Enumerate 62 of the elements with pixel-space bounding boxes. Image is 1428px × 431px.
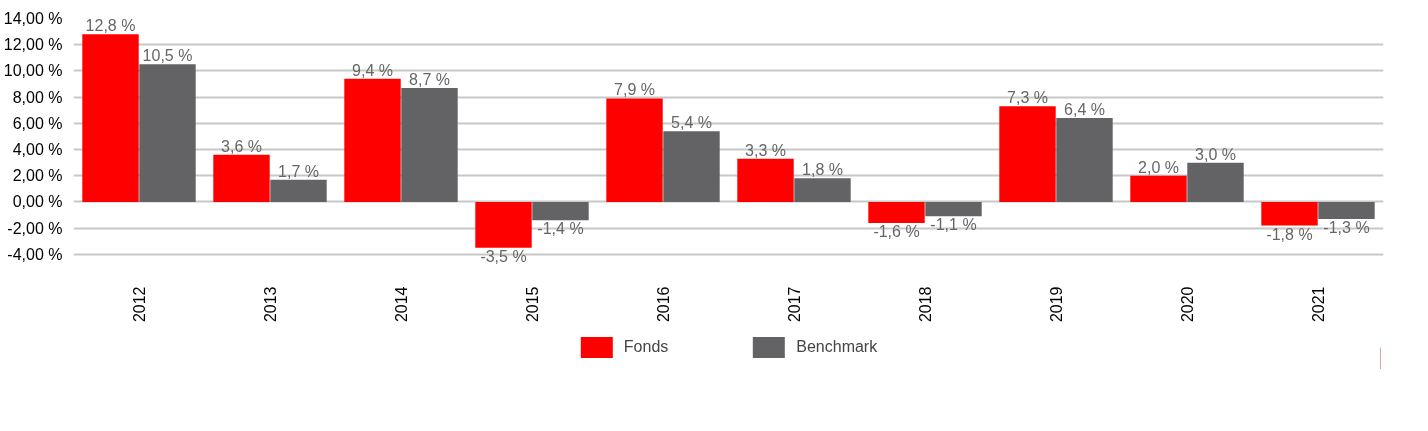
data-label: -1,6 % xyxy=(873,222,920,240)
data-label: 12,8 % xyxy=(85,17,136,35)
x-tick-label: 2020 xyxy=(1179,286,1196,323)
bar xyxy=(1056,118,1113,202)
data-label: 3,0 % xyxy=(1195,145,1236,163)
y-tick-label: 4,00 % xyxy=(12,141,63,159)
data-label: 3,3 % xyxy=(745,141,786,159)
data-label: 9,4 % xyxy=(352,61,393,79)
y-tick-label: 12,00 % xyxy=(3,36,63,54)
data-label: 7,9 % xyxy=(614,81,655,99)
x-tick-label: 2019 xyxy=(1048,286,1065,323)
y-tick-label: 6,00 % xyxy=(12,114,63,132)
x-tick-label: 2017 xyxy=(786,286,803,323)
data-label: 6,4 % xyxy=(1064,101,1105,119)
y-tick-label: 14,00 % xyxy=(3,10,63,27)
data-label: -3,5 % xyxy=(480,247,527,265)
bar xyxy=(82,34,139,202)
bar xyxy=(139,64,196,202)
bar xyxy=(1318,201,1375,219)
bar xyxy=(475,201,532,248)
bar xyxy=(606,98,663,202)
data-label: -1,1 % xyxy=(930,216,977,234)
y-tick-label: 8,00 % xyxy=(12,88,63,106)
bar xyxy=(1261,201,1318,226)
legend-label: Benchmark xyxy=(796,338,878,356)
x-tick-label: 2013 xyxy=(262,286,279,323)
bar xyxy=(663,131,720,202)
bar xyxy=(868,201,925,223)
y-tick-label: -4,00 % xyxy=(7,245,63,263)
bar xyxy=(737,158,794,202)
x-tick-label: 2016 xyxy=(655,286,672,323)
bar xyxy=(270,179,327,202)
y-tick-label: 0,00 % xyxy=(12,193,63,211)
bar xyxy=(532,201,589,221)
bar xyxy=(1130,175,1187,202)
data-label: -1,3 % xyxy=(1323,218,1370,236)
data-label: 2,0 % xyxy=(1138,158,1179,176)
bar xyxy=(1187,162,1244,202)
bar xyxy=(344,78,401,202)
data-label: 5,4 % xyxy=(671,114,712,132)
x-tick-label: 2021 xyxy=(1310,286,1327,323)
data-label: 8,7 % xyxy=(409,70,450,88)
y-tick-label: 2,00 % xyxy=(12,167,63,185)
data-label: 1,7 % xyxy=(278,162,319,180)
bar xyxy=(999,106,1056,202)
data-label: 10,5 % xyxy=(142,47,193,65)
x-tick-label: 2015 xyxy=(524,286,541,323)
x-tick-label: 2018 xyxy=(917,286,934,323)
x-tick-label: 2014 xyxy=(393,286,410,323)
y-tick-label: 10,00 % xyxy=(3,62,63,80)
data-label: 3,6 % xyxy=(221,137,262,155)
legend-label: Fonds xyxy=(623,338,669,356)
y-tick-label: -2,00 % xyxy=(7,219,63,237)
bar xyxy=(213,154,270,202)
bar xyxy=(401,87,458,202)
data-label: -1,8 % xyxy=(1266,225,1313,243)
data-label: 1,8 % xyxy=(802,161,843,179)
bar xyxy=(794,178,851,202)
bar xyxy=(925,201,982,217)
x-tick-label: 2012 xyxy=(131,286,148,323)
data-label: -1,4 % xyxy=(537,220,584,238)
data-label: 7,3 % xyxy=(1007,89,1048,107)
